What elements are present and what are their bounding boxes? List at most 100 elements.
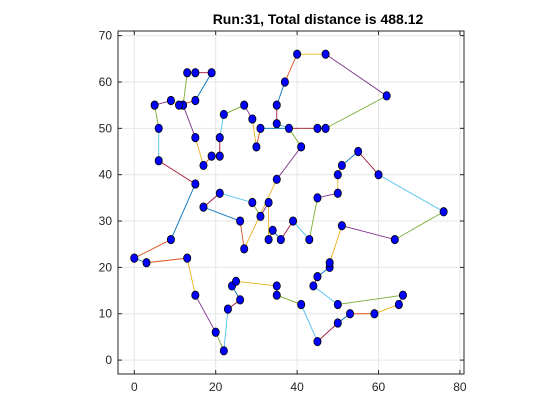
route-segment	[134, 239, 172, 259]
city-point	[333, 188, 342, 198]
x-tick-label: 0	[131, 380, 138, 394]
city-point	[374, 170, 383, 180]
city-point	[264, 197, 273, 208]
city-point	[166, 95, 175, 106]
city-point	[325, 258, 334, 268]
route-segment	[300, 304, 318, 342]
route-segment	[158, 160, 196, 185]
city-point	[232, 276, 241, 286]
city-point	[313, 123, 322, 133]
city-point	[337, 221, 346, 231]
city-point	[280, 77, 289, 87]
x-tick-label: 20	[209, 380, 223, 394]
route-segment	[194, 137, 204, 166]
route-segment	[317, 322, 339, 342]
city-point	[394, 299, 403, 310]
axis-ticks: 0 20 40 60 80 0 10 20 30 40 50 60 70	[99, 29, 467, 394]
city-point	[305, 234, 314, 245]
y-tick-label: 20	[99, 260, 113, 274]
city-point	[236, 295, 245, 305]
city-point	[256, 123, 265, 133]
city-point	[199, 160, 208, 171]
route-segment	[308, 197, 318, 240]
city-point	[289, 216, 298, 226]
city-point	[284, 123, 293, 133]
city-point	[264, 234, 273, 245]
city-point	[154, 123, 163, 133]
route-segment	[203, 206, 241, 222]
y-tick-label: 50	[99, 121, 113, 135]
route-segment	[329, 225, 343, 263]
y-tick-label: 30	[99, 214, 113, 228]
route-segment	[284, 53, 298, 83]
city-point	[333, 170, 342, 180]
y-tick-label: 40	[99, 168, 113, 182]
route-segment	[223, 309, 229, 351]
route-segment	[374, 304, 400, 315]
city-point	[199, 202, 208, 212]
city-point	[276, 234, 285, 245]
city-point	[272, 119, 281, 129]
city-point	[297, 142, 306, 152]
city-point	[211, 327, 220, 337]
city-point	[154, 156, 163, 166]
city-point	[130, 253, 139, 263]
city-point	[215, 151, 224, 161]
route-segment	[170, 183, 196, 240]
route-segment	[235, 280, 277, 287]
city-point	[333, 299, 342, 310]
city-point	[207, 68, 216, 78]
city-point	[215, 133, 224, 143]
route-segment	[182, 105, 196, 138]
city-point	[313, 272, 322, 282]
route-segment	[337, 294, 404, 305]
city-point	[313, 336, 322, 347]
city-point	[142, 258, 151, 268]
y-tick-label: 10	[99, 307, 113, 321]
city-point	[223, 304, 232, 314]
route-segment	[378, 174, 444, 213]
route-segment	[194, 72, 213, 101]
city-point	[268, 225, 277, 235]
city-point	[256, 211, 265, 222]
city-point	[272, 290, 281, 300]
city-point	[439, 207, 448, 217]
y-tick-label: 0	[105, 353, 112, 367]
route-segment	[239, 220, 245, 249]
route-segment	[219, 192, 253, 203]
city-point	[346, 309, 355, 319]
city-point	[248, 114, 257, 124]
route-segment	[182, 72, 188, 106]
city-point	[272, 281, 281, 291]
route-segment	[313, 285, 339, 305]
city-point	[333, 318, 342, 328]
city-point	[191, 68, 200, 78]
route-segment	[276, 146, 302, 180]
city-point	[398, 290, 407, 300]
city-point	[175, 100, 184, 110]
route-segment	[194, 294, 217, 333]
route-segment	[357, 151, 379, 175]
city-point	[240, 244, 249, 254]
route-segment	[146, 257, 188, 264]
chart-title: Run:31, Total distance is 488.12	[213, 11, 424, 27]
city-point	[297, 299, 306, 310]
city-point	[337, 160, 346, 171]
city-point	[382, 91, 391, 101]
route-segment	[276, 294, 302, 305]
city-point	[191, 133, 200, 143]
city-point	[219, 346, 228, 356]
x-tick-label: 60	[372, 380, 386, 394]
city-point	[215, 188, 224, 198]
city-point	[183, 68, 192, 78]
city-point	[240, 100, 249, 110]
city-point	[370, 309, 379, 319]
city-point	[191, 179, 200, 189]
city-point	[150, 100, 159, 110]
city-point	[390, 234, 399, 245]
route-segment	[394, 211, 444, 240]
axes-box	[117, 30, 465, 375]
route-segment	[325, 53, 387, 97]
